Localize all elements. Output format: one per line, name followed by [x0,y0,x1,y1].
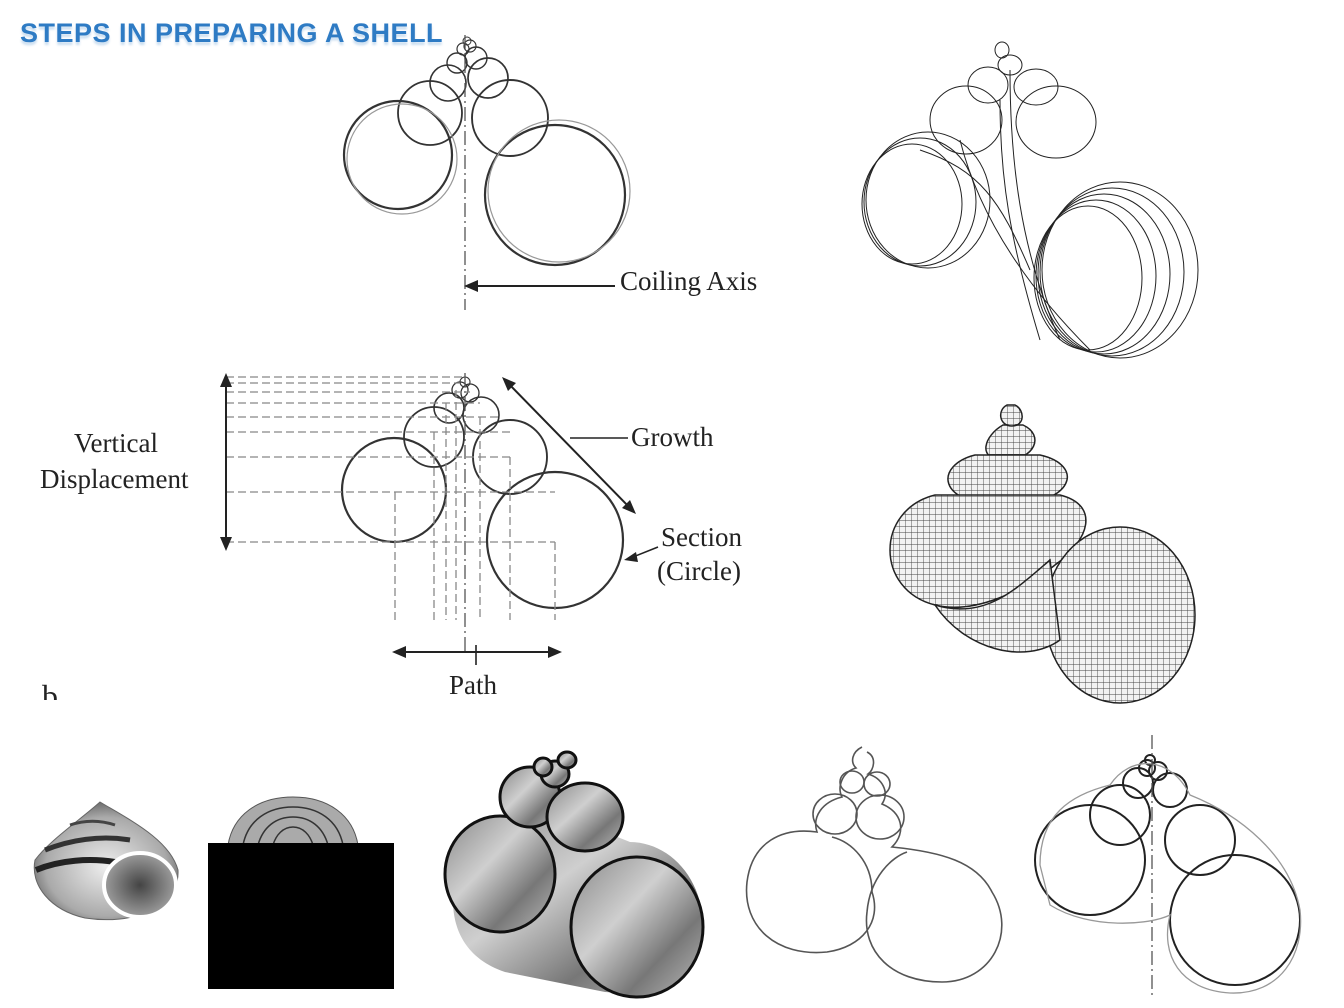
growth-label: Growth [631,422,714,452]
shell-outline-trace [745,746,1003,983]
snail-shell-photo [33,801,179,921]
growth-diagram [220,373,659,665]
coiling-axis-label: Coiling Axis [620,266,758,296]
circle-label: (Circle) [657,556,741,586]
path-label: Path [449,670,498,700]
masked-photo-block [208,843,394,989]
wireframe-shell-lines [861,41,1199,359]
displacement-label: Displacement [40,464,189,494]
slide-title: STEPS IN PREPARING A SHELL [20,18,444,48]
mesh-shell-shape [889,404,1196,704]
textured-shell-render [443,750,705,999]
shell-top-photo [227,796,359,846]
vertical-label: Vertical [74,428,158,458]
section-label: Section [661,522,742,552]
shell-circle-fit [1034,735,1302,997]
panel-letter: b [42,680,58,700]
coiling-axis-diagram [342,35,631,310]
